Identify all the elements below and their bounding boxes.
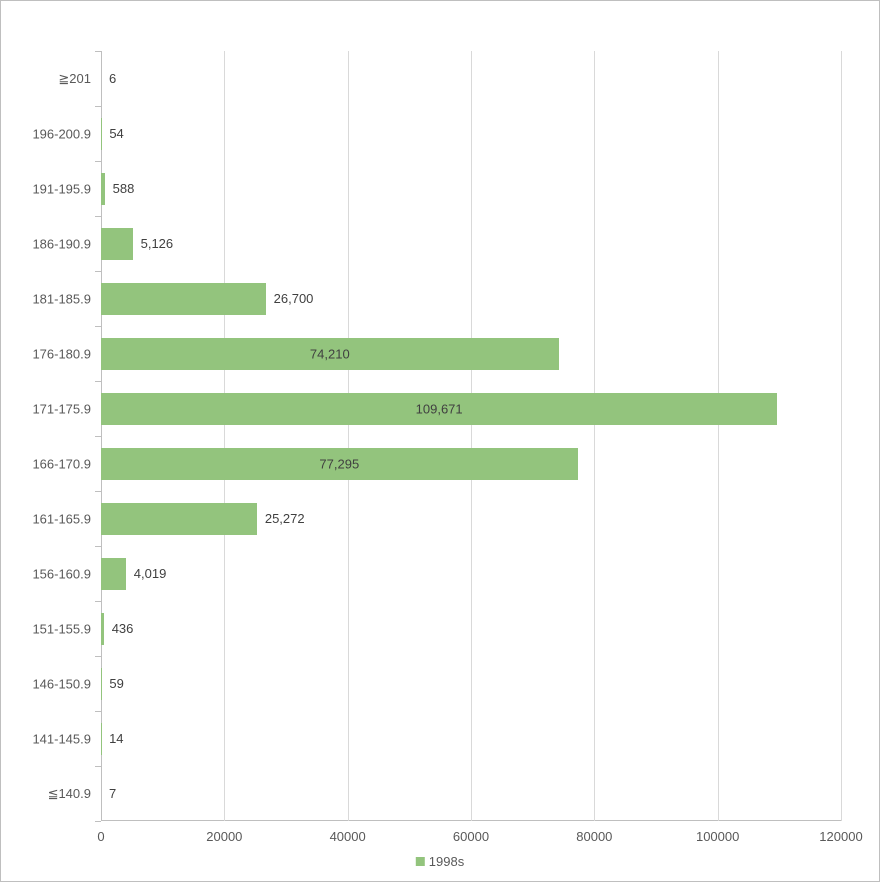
x-tick-label: 80000 bbox=[576, 829, 612, 844]
y-tick-label: 151-155.9 bbox=[32, 621, 91, 636]
bar bbox=[101, 283, 266, 315]
bar-value-label: 74,210 bbox=[310, 346, 350, 361]
y-tick-label: 156-160.9 bbox=[32, 566, 91, 581]
y-tick-mark bbox=[95, 271, 101, 272]
y-tick-mark bbox=[95, 216, 101, 217]
bar-value-label: 5,126 bbox=[133, 236, 174, 251]
bar-value-label: 54 bbox=[101, 126, 123, 141]
y-tick-mark bbox=[95, 51, 101, 52]
x-tick-label: 0 bbox=[97, 829, 104, 844]
bar-value-label: 14 bbox=[101, 731, 123, 746]
y-tick-mark bbox=[95, 821, 101, 822]
y-tick-label: 171-175.9 bbox=[32, 401, 91, 416]
bar-row: 59 bbox=[101, 668, 124, 700]
bar-row: 109,671 bbox=[101, 393, 777, 425]
bar-row: 74,210 bbox=[101, 338, 559, 370]
gridline bbox=[594, 51, 595, 821]
bar-value-label: 59 bbox=[101, 676, 123, 691]
y-tick-label: 196-200.9 bbox=[32, 126, 91, 141]
x-tick-label: 120000 bbox=[819, 829, 862, 844]
bar-value-label: 26,700 bbox=[266, 291, 314, 306]
y-tick-label: 176-180.9 bbox=[32, 346, 91, 361]
y-tick-label: 146-150.9 bbox=[32, 676, 91, 691]
x-tick-label: 20000 bbox=[206, 829, 242, 844]
y-tick-mark bbox=[95, 546, 101, 547]
bar bbox=[101, 558, 126, 590]
legend-label: 1998s bbox=[429, 854, 464, 869]
chart-container: 0 20000 40000 60000 80000 100000 120000 6 54 588 5… bbox=[0, 0, 880, 882]
legend: 1998s bbox=[416, 854, 464, 869]
y-tick-mark bbox=[95, 711, 101, 712]
gridline bbox=[841, 51, 842, 821]
y-tick-label: 161-165.9 bbox=[32, 511, 91, 526]
bar-row: 6 bbox=[101, 63, 116, 95]
bar-row: 54 bbox=[101, 118, 124, 150]
y-tick-label: ≧201 bbox=[58, 71, 91, 87]
bar-value-label: 77,295 bbox=[319, 456, 359, 471]
gridline bbox=[348, 51, 349, 821]
bar bbox=[101, 503, 257, 535]
bar-value-label: 7 bbox=[101, 786, 116, 801]
bar-value-label: 588 bbox=[105, 181, 135, 196]
gridline bbox=[471, 51, 472, 821]
bar-value-label: 109,671 bbox=[416, 401, 463, 416]
y-tick-mark bbox=[95, 326, 101, 327]
y-tick-mark bbox=[95, 491, 101, 492]
y-tick-label: 186-190.9 bbox=[32, 236, 91, 251]
bar-value-label: 25,272 bbox=[257, 511, 305, 526]
y-tick-label: 191-195.9 bbox=[32, 181, 91, 196]
y-axis-line bbox=[101, 51, 102, 821]
bar-value-label: 436 bbox=[104, 621, 134, 636]
y-tick-label: 141-145.9 bbox=[32, 731, 91, 746]
y-tick-mark bbox=[95, 656, 101, 657]
y-tick-mark bbox=[95, 106, 101, 107]
bar bbox=[101, 228, 133, 260]
gridline bbox=[224, 51, 225, 821]
x-tick-label: 100000 bbox=[696, 829, 739, 844]
legend-swatch bbox=[416, 857, 425, 866]
y-tick-mark bbox=[95, 766, 101, 767]
bar-row: 77,295 bbox=[101, 448, 578, 480]
y-tick-mark bbox=[95, 161, 101, 162]
y-tick-mark bbox=[95, 436, 101, 437]
bar-row: 26,700 bbox=[101, 283, 313, 315]
y-tick-mark bbox=[95, 601, 101, 602]
bar-row: 14 bbox=[101, 723, 124, 755]
y-tick-label: ≦140.9 bbox=[48, 786, 91, 802]
bar-row: 588 bbox=[101, 173, 134, 205]
gridline bbox=[718, 51, 719, 821]
bar-value-label: 6 bbox=[101, 71, 116, 86]
bar-row: 5,126 bbox=[101, 228, 173, 260]
bar-row: 25,272 bbox=[101, 503, 305, 535]
bar-row: 4,019 bbox=[101, 558, 166, 590]
x-tick-label: 60000 bbox=[453, 829, 489, 844]
y-tick-label: 166-170.9 bbox=[32, 456, 91, 471]
bar-value-label: 4,019 bbox=[126, 566, 167, 581]
x-tick-label: 40000 bbox=[330, 829, 366, 844]
y-tick-label: 181-185.9 bbox=[32, 291, 91, 306]
y-tick-mark bbox=[95, 381, 101, 382]
bar-row: 436 bbox=[101, 613, 133, 645]
plot-area: 0200004000060000800001000001200006545885… bbox=[101, 51, 841, 821]
bar-row: 7 bbox=[101, 778, 116, 810]
